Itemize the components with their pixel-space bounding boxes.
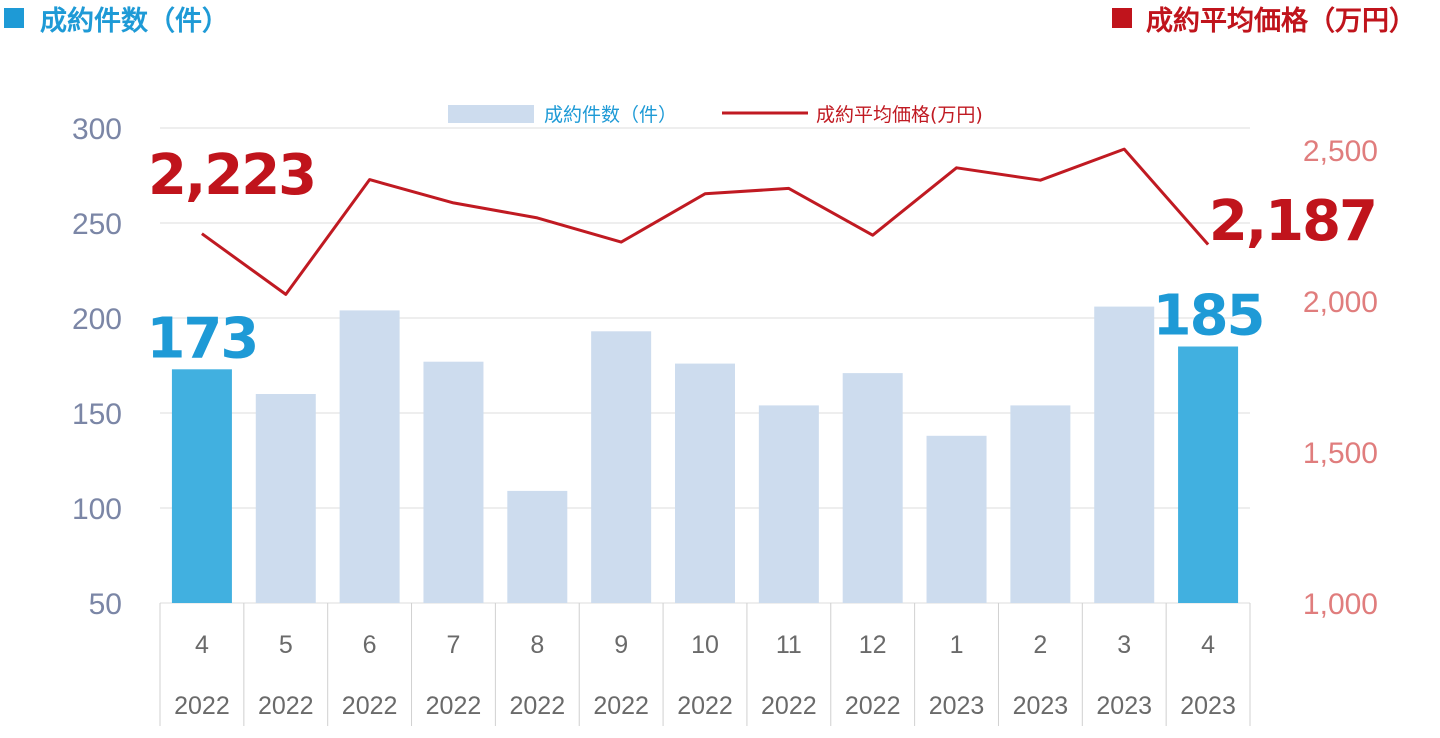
year-label: 2022	[174, 692, 230, 720]
month-label: 10	[691, 631, 719, 659]
callouts: 173 185 2,223 2,187	[146, 143, 1378, 371]
year-label: 2022	[342, 692, 398, 720]
month-label: 12	[859, 631, 887, 659]
left-tick-label: 300	[72, 113, 122, 146]
header-right-label: 成約平均価格（万円）	[1146, 5, 1416, 37]
legend-bar-label: 成約件数（件）	[544, 104, 677, 126]
month-label: 7	[447, 631, 461, 659]
bar	[758, 405, 819, 603]
year-label: 2023	[929, 692, 985, 720]
right-tick-label: 1,500	[1303, 437, 1378, 470]
year-label: 2023	[1013, 692, 1069, 720]
bar-series	[171, 306, 1239, 603]
right-tick-label: 2,500	[1303, 135, 1378, 168]
legend-line-label: 成約平均価格(万円)	[816, 104, 983, 126]
left-tick-label: 200	[72, 303, 122, 336]
year-label: 2022	[761, 692, 817, 720]
year-label: 2023	[1096, 692, 1152, 720]
legend: 成約件数（件） 成約平均価格(万円)	[448, 104, 983, 126]
right-tick-label: 1,000	[1303, 588, 1378, 621]
bar	[1010, 405, 1071, 603]
bar	[591, 331, 652, 603]
right-tick-label: 2,000	[1303, 286, 1378, 319]
header-left: 成約件数（件）	[4, 5, 229, 37]
left-tick-label: 250	[72, 208, 122, 241]
month-label: 6	[363, 631, 377, 659]
month-label: 2	[1033, 631, 1047, 659]
header-left-label: 成約件数（件）	[40, 5, 229, 37]
price-line	[201, 147, 1210, 296]
callout-last-bar: 185	[1153, 284, 1264, 349]
bar	[423, 361, 484, 603]
bar	[926, 435, 987, 603]
left-tick-label: 100	[72, 493, 122, 526]
bar	[339, 310, 400, 603]
year-label: 2022	[258, 692, 314, 720]
header-right-swatch	[1112, 8, 1132, 28]
bar	[1178, 346, 1239, 603]
right-axis: 1,000 1,500 2,000 2,500	[1303, 135, 1378, 621]
month-label: 4	[195, 631, 209, 659]
year-label: 2022	[509, 692, 565, 720]
left-tick-label: 50	[89, 588, 122, 621]
year-label: 2022	[845, 692, 901, 720]
year-label: 2022	[677, 692, 733, 720]
month-label: 9	[614, 631, 628, 659]
month-label: 11	[776, 631, 802, 659]
month-label: 4	[1201, 631, 1215, 659]
line-series	[201, 147, 1210, 296]
month-label: 1	[950, 631, 964, 659]
callout-first-bar: 173	[146, 306, 257, 371]
bar	[842, 373, 903, 603]
month-label: 5	[279, 631, 293, 659]
year-label: 2022	[426, 692, 482, 720]
left-tick-label: 150	[72, 398, 122, 431]
left-axis: 50 100 150 200 250 300	[72, 113, 122, 621]
callout-last-price: 2,187	[1209, 189, 1376, 254]
header-right: 成約平均価格（万円）	[1112, 5, 1416, 37]
bar	[255, 394, 316, 603]
bar	[507, 490, 568, 603]
month-label: 8	[530, 631, 544, 659]
bar	[1094, 306, 1155, 603]
callout-first-price: 2,223	[148, 143, 315, 208]
year-label: 2022	[593, 692, 649, 720]
bar	[171, 369, 232, 603]
year-label: 2023	[1180, 692, 1236, 720]
category-axis: 4 2022 5 2022 6 2022 7 2022 8 2022 9 2022 10 2022 11 20…	[159, 603, 1251, 726]
month-label: 3	[1117, 631, 1131, 659]
header-left-swatch	[4, 8, 24, 28]
legend-bar-swatch	[448, 105, 534, 123]
bar	[675, 363, 735, 603]
